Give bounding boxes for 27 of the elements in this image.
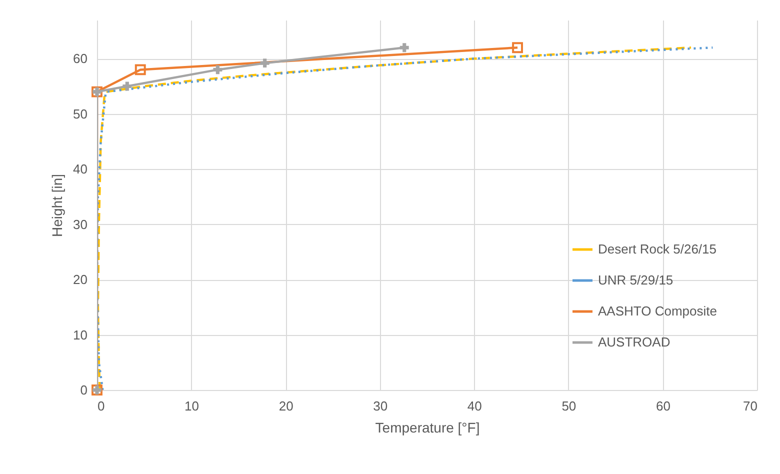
y-axis-title: Height [in] xyxy=(49,174,66,238)
y-tick-label: 50 xyxy=(73,106,88,122)
legend-label: Desert Rock 5/26/15 xyxy=(598,242,717,256)
y-tick-label: 10 xyxy=(73,327,88,342)
y-tick-label: 0 xyxy=(80,382,88,398)
point xyxy=(260,58,270,68)
x-tick-label: 30 xyxy=(373,398,388,414)
point xyxy=(512,42,523,54)
x-tick-label: 50 xyxy=(562,398,576,414)
point xyxy=(400,43,409,52)
x-axis-title: Temperature [°F] xyxy=(375,420,480,436)
legend-label: UNR 5/29/15 xyxy=(598,272,674,288)
x-tick-label: 70 xyxy=(743,398,758,414)
x-tick-label: 20 xyxy=(278,398,294,414)
y-tick-label: 30 xyxy=(73,216,88,232)
legend-label: AUSTROAD xyxy=(598,334,670,350)
y-tick-label: 20 xyxy=(73,272,88,288)
x-tick-label: 60 xyxy=(656,398,670,414)
y-tick-label: 40 xyxy=(73,162,88,177)
point xyxy=(122,82,132,91)
x-tick-label: 40 xyxy=(467,398,482,414)
x-tick-label: 10 xyxy=(184,398,200,414)
y-tick-label: 60 xyxy=(73,51,88,66)
point xyxy=(134,64,146,76)
point xyxy=(213,65,222,74)
legend-label: AASHTO Composite xyxy=(598,304,717,318)
x-tick-label: 0 xyxy=(98,398,105,414)
